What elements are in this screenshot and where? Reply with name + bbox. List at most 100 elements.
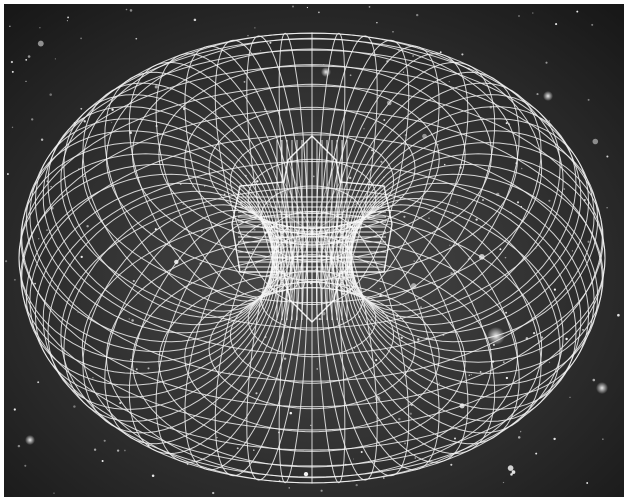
star (592, 138, 599, 145)
star (518, 15, 520, 17)
parallel-line (131, 48, 493, 261)
star (563, 188, 566, 190)
star (414, 457, 417, 459)
star (135, 368, 138, 371)
star (392, 30, 394, 33)
parallel-line (184, 83, 440, 235)
star-glow (543, 91, 553, 101)
star (111, 121, 113, 124)
star (565, 337, 568, 341)
star (505, 122, 508, 125)
star (289, 411, 293, 415)
star (312, 175, 315, 178)
parallel-line (29, 134, 595, 467)
star (443, 163, 446, 166)
star (37, 381, 40, 384)
star (303, 471, 309, 477)
star (532, 331, 536, 335)
star (481, 199, 485, 202)
star (25, 80, 27, 83)
star (439, 51, 442, 54)
star (216, 437, 218, 439)
star (151, 474, 155, 478)
star-background (4, 4, 624, 497)
star (129, 358, 132, 361)
star (553, 437, 556, 441)
star (360, 450, 363, 454)
star (83, 175, 86, 178)
star (86, 225, 89, 228)
star (363, 128, 365, 130)
star (417, 338, 420, 341)
star (253, 449, 255, 451)
torus-wireframe (18, 32, 606, 484)
star (5, 260, 8, 263)
star (80, 107, 83, 110)
star (582, 329, 584, 331)
star (571, 250, 573, 252)
star-glow (596, 382, 608, 394)
core-spoke (283, 231, 313, 273)
star (468, 374, 471, 376)
star (316, 368, 318, 370)
star (576, 10, 579, 13)
star (555, 23, 558, 26)
parallel-line (229, 287, 394, 384)
star (602, 438, 604, 440)
star (269, 41, 272, 44)
star (510, 473, 513, 476)
star (404, 442, 407, 445)
star (475, 218, 478, 221)
star (413, 260, 415, 262)
star (416, 13, 419, 17)
star (450, 463, 453, 466)
star (9, 25, 11, 27)
star (288, 487, 290, 489)
star (247, 35, 249, 37)
star (371, 149, 374, 152)
star (355, 483, 358, 487)
stars (5, 5, 620, 495)
star (53, 492, 55, 494)
core-spoke (239, 231, 313, 273)
star (38, 238, 40, 240)
star (383, 119, 386, 121)
star (125, 8, 128, 11)
parallel-line (21, 108, 603, 451)
star (321, 311, 326, 316)
star (449, 244, 451, 247)
star (25, 59, 28, 61)
parallel-line (42, 38, 582, 356)
star (371, 316, 373, 318)
star (40, 138, 44, 141)
star (586, 482, 589, 484)
star (505, 311, 508, 314)
star (223, 193, 226, 196)
star (342, 292, 345, 295)
star (535, 452, 538, 455)
star (398, 417, 401, 421)
star (400, 336, 403, 339)
star (569, 396, 571, 398)
star (411, 283, 417, 289)
core-spoke (311, 231, 341, 273)
star (27, 55, 31, 58)
star (49, 93, 52, 96)
central-crystal (231, 135, 393, 323)
star (11, 70, 14, 73)
parallel-line (105, 235, 518, 479)
star (379, 288, 381, 290)
star (132, 279, 135, 283)
core-spoke (289, 231, 313, 301)
star (135, 37, 138, 40)
star (438, 382, 440, 384)
star (66, 20, 68, 22)
star (252, 249, 254, 251)
parallel-line (29, 49, 595, 382)
star (236, 447, 239, 450)
star-glow (25, 435, 35, 445)
star (92, 377, 94, 379)
parallel-line (81, 32, 543, 304)
star (93, 448, 97, 451)
